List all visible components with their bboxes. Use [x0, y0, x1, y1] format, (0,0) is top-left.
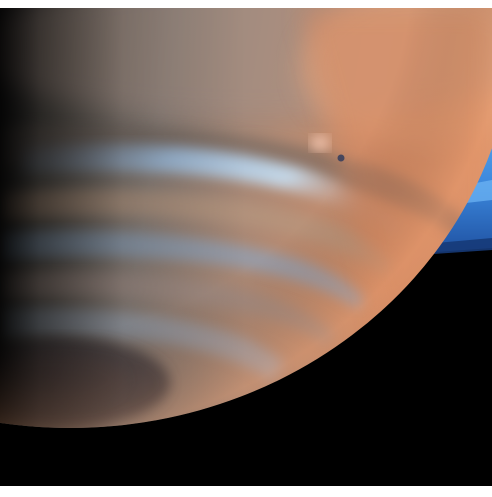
- planet-photo: [0, 8, 492, 486]
- photo-frame: [0, 8, 492, 486]
- planet-body: [0, 8, 492, 428]
